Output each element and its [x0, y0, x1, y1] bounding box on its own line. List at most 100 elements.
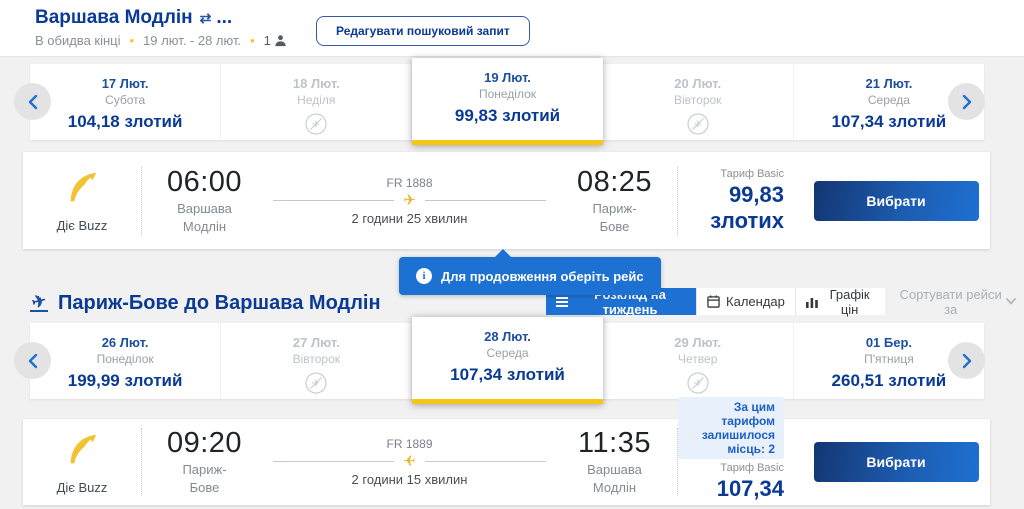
departure-block: 06:00 Варшава Модлін — [142, 166, 267, 235]
return-date-carousel: 26 Лют. Понеділок 199,99 злотий 27 Лют. … — [30, 317, 985, 404]
flight-duration: 2 години 25 хвилин — [351, 210, 468, 226]
date-label: 17 Лют. — [101, 76, 149, 91]
date-card-selected[interactable]: 19 Лют. Понеділок 99,83 злотий — [412, 58, 603, 145]
results-toolbar: Розклад на тиждень Календар Графік цін С… — [546, 286, 1024, 317]
departure-city-line1: Варшава — [177, 200, 232, 216]
arrival-city: Париж- Бове — [552, 200, 677, 235]
select-block: Вибрати — [802, 180, 990, 221]
date-label: 29 Лют. — [674, 335, 722, 350]
divider — [141, 166, 142, 235]
date-label: 01 Бер. — [865, 335, 913, 350]
day-label: П'ятниця — [864, 352, 914, 366]
date-label: 28 Лют. — [484, 329, 531, 344]
bullet-separator: • — [129, 33, 135, 48]
price-label: 107,34 злотий — [831, 112, 947, 131]
return-flight-card: Діє Buzz 09:20 Париж- Бове FR 1889 ✈ 2 г… — [23, 396, 990, 509]
select-flight-tooltip: i Для продовження оберіть рейс — [399, 249, 661, 295]
arrival-city-line1: Париж- — [592, 200, 637, 216]
plane-icon: ✈ — [403, 191, 416, 209]
no-flight-icon: ✈ — [305, 113, 327, 135]
svg-text:✈: ✈ — [312, 379, 320, 390]
route-line: ✈ — [273, 191, 547, 209]
passenger-count: 1 — [263, 33, 271, 48]
select-flight-button[interactable]: Вибрати — [813, 180, 979, 221]
arrival-city-line1: Варшава — [587, 462, 642, 478]
fare-block: За цим тарифом залишилося місць: 2 Тариф… — [678, 396, 802, 509]
route-line-segment — [424, 461, 547, 462]
flight-number: FR 1889 — [386, 437, 433, 451]
route-title: Варшава Модлін ⇄ ... — [35, 7, 232, 29]
carousel-next-button[interactable] — [948, 342, 985, 379]
flight-duration: 2 години 15 хвилин — [351, 472, 468, 487]
date-label: 26 Лют. — [101, 335, 149, 350]
trip-type-label: В обидва кінці — [35, 33, 121, 48]
bar-chart-icon — [805, 296, 818, 308]
return-section-title-text: Париж-Бове до Варшава Модлін — [58, 292, 381, 314]
airline-label: Діє Buzz — [56, 218, 108, 233]
no-flight-icon: ✈ — [687, 372, 709, 394]
airline-label: Діє Buzz — [56, 479, 108, 495]
date-card-unavailable[interactable]: 18 Лют. Неділя ✈ — [221, 64, 413, 140]
sort-flights-label: Сортувати рейси за — [899, 286, 1002, 317]
chevron-down-icon — [1006, 298, 1016, 305]
day-label: Понеділок — [478, 87, 537, 101]
fare-block: Тариф Basic 99,83 злотих — [678, 168, 802, 234]
departure-city: Варшава Модлін — [142, 200, 267, 235]
price-chart-label: Графік цін — [829, 286, 870, 317]
info-icon: i — [416, 268, 432, 284]
price-label: 260,51 злотий — [831, 371, 947, 390]
price-label: 99,83 злотий — [454, 106, 561, 125]
arrival-time: 08:25 — [576, 165, 653, 198]
fare-price: 99,83 злотих — [710, 181, 784, 233]
passenger-summary: 1 — [264, 33, 287, 48]
date-card-unavailable[interactable]: 29 Лют. Четвер ✈ — [602, 323, 794, 399]
list-icon — [556, 296, 568, 307]
no-flight-icon: ✈ — [305, 372, 327, 394]
date-card[interactable]: 17 Лют. Субота 104,18 злотий — [30, 64, 222, 140]
departure-city-line1: Париж- — [182, 462, 227, 478]
price-label: 104,18 злотий — [67, 112, 183, 131]
calendar-button[interactable]: Календар — [696, 288, 795, 315]
select-block: Вибрати — [802, 442, 990, 482]
tooltip-text: Для продовження оберіть рейс — [441, 268, 644, 284]
date-range-label: 19 лют. - 28 лют. — [143, 33, 242, 48]
day-label: Вівторок — [674, 93, 722, 107]
arrival-block: 11:35 Варшава Модлін — [552, 427, 677, 496]
sort-flights-dropdown[interactable]: Сортувати рейси за — [885, 286, 1024, 317]
person-icon — [274, 34, 287, 47]
calendar-icon — [707, 295, 720, 308]
arrival-city-line2: Бове — [599, 218, 630, 234]
select-flight-button[interactable]: Вибрати — [813, 442, 979, 482]
airline-block: Діє Buzz — [23, 430, 141, 495]
day-label: Середа — [486, 346, 529, 360]
date-card-unavailable[interactable]: 27 Лют. Вівторок ✈ — [221, 323, 413, 399]
route-block: FR 1888 ✈ 2 години 25 хвилин — [267, 176, 552, 226]
departure-city-line2: Бове — [189, 480, 220, 495]
edit-search-button[interactable]: Редагувати пошуковий запит — [316, 16, 530, 46]
divider — [141, 428, 142, 496]
day-label: Вівторок — [292, 352, 341, 366]
carousel-prev-button[interactable] — [14, 342, 51, 379]
carousel-next-button[interactable] — [948, 83, 985, 120]
calendar-label: Календар — [726, 294, 785, 309]
date-card[interactable]: 26 Лют. Понеділок 199,99 злотий — [30, 323, 222, 399]
price-chart-button[interactable]: Графік цін — [794, 286, 886, 317]
fare-type-label: Тариф Basic — [720, 167, 784, 180]
route-block: FR 1889 ✈ 2 години 15 хвилин — [267, 437, 552, 487]
departure-city: Париж- Бове — [142, 461, 267, 496]
ground-line — [30, 309, 48, 312]
outbound-date-carousel: 17 Лют. Субота 104,18 злотий 18 Лют. Нед… — [30, 58, 985, 145]
outbound-flight-card: Діє Buzz 06:00 Варшава Модлін FR 1888 ✈ … — [23, 152, 990, 249]
seats-left-badge: За цим тарифом залишилося місць: 2 — [678, 396, 784, 459]
plane-icon: ✈ — [403, 453, 416, 470]
date-card-selected[interactable]: 28 Лют. Середа 107,34 злотий — [412, 317, 603, 404]
divider — [677, 428, 678, 496]
buzz-harp-logo-icon — [61, 168, 103, 210]
carousel-prev-button[interactable] — [14, 83, 51, 120]
date-label: 19 Лют. — [484, 70, 531, 85]
price-label: 199,99 злотий — [67, 371, 183, 390]
svg-text:✈: ✈ — [694, 379, 702, 390]
date-card-unavailable[interactable]: 20 Лют. Вівторок ✈ — [602, 64, 794, 140]
route-title-suffix: ... — [216, 7, 233, 28]
arrival-city: Варшава Модлін — [552, 461, 677, 496]
